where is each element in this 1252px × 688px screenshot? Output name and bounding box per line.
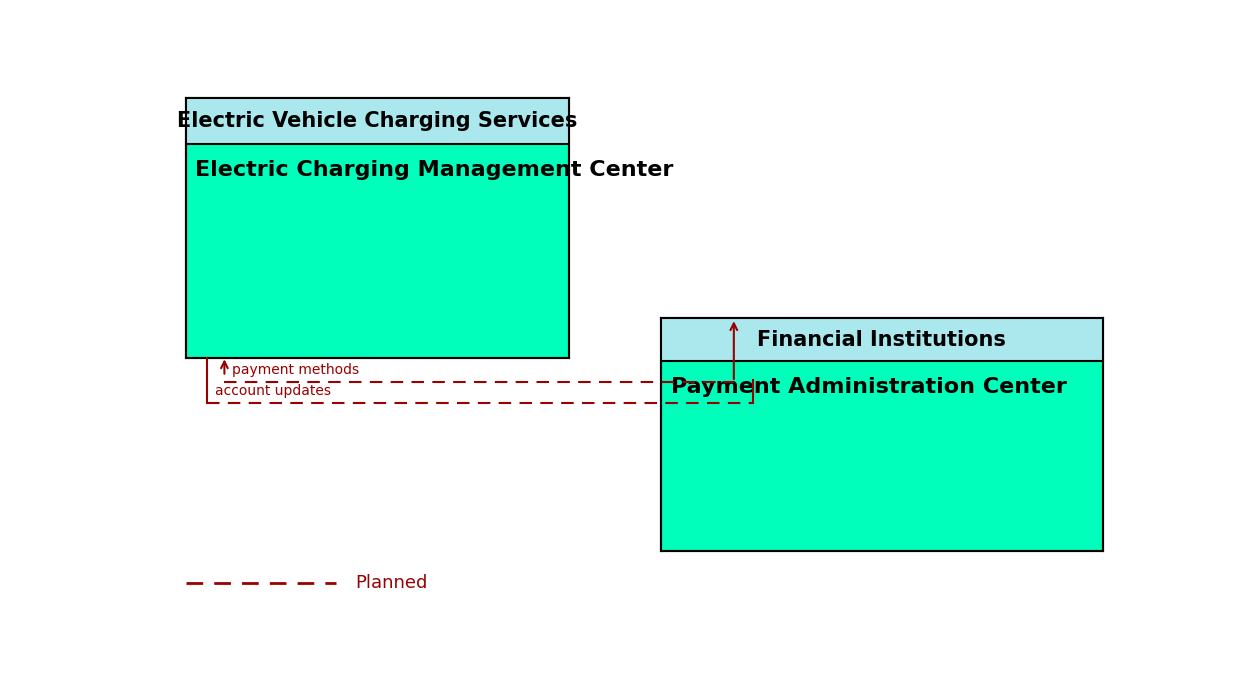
Text: Electric Charging Management Center: Electric Charging Management Center xyxy=(195,160,674,180)
Text: account updates: account updates xyxy=(215,384,331,398)
Bar xyxy=(185,98,568,144)
Text: Planned: Planned xyxy=(356,574,428,592)
Text: payment methods: payment methods xyxy=(232,363,359,376)
Bar xyxy=(661,319,1103,551)
Text: Electric Vehicle Charging Services: Electric Vehicle Charging Services xyxy=(177,111,577,131)
Text: Financial Institutions: Financial Institutions xyxy=(757,330,1007,350)
Text: Payment Administration Center: Payment Administration Center xyxy=(671,377,1067,397)
Bar xyxy=(661,319,1103,361)
Bar xyxy=(185,98,568,358)
